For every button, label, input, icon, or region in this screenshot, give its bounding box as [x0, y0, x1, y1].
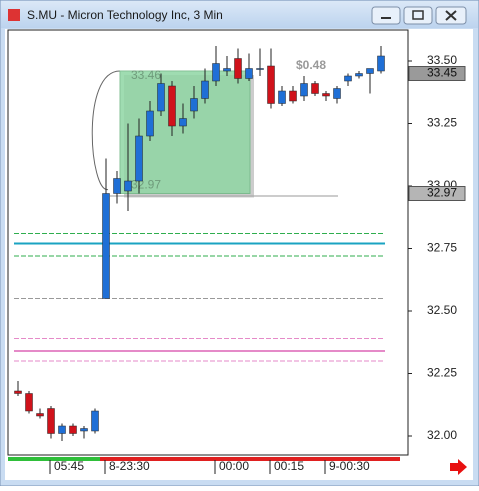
close-icon — [445, 10, 457, 21]
candle-body — [179, 118, 187, 127]
app-icon — [8, 9, 20, 21]
plot-content: 32.0032.2532.5032.7533.0033.2533.5033.46… — [14, 46, 466, 474]
candle-body — [47, 408, 55, 434]
session-bar-green — [8, 457, 100, 461]
window-buttons — [371, 6, 467, 25]
candle-body — [135, 135, 143, 182]
candle-body — [58, 425, 66, 434]
price-marker-label: 33.45 — [427, 66, 457, 80]
session-bar-red — [100, 457, 400, 461]
y-tick-label: 32.50 — [427, 303, 457, 317]
y-tick-label: 32.00 — [427, 428, 457, 442]
x-tick-label: 00:15 — [274, 459, 304, 473]
x-tick-label: 00:00 — [219, 459, 249, 473]
maximize-icon — [412, 10, 424, 20]
candle-body — [190, 98, 198, 112]
candle-body — [377, 55, 385, 72]
candle-body — [212, 63, 220, 82]
price-marker-box — [408, 186, 466, 201]
range-change-label: $0.48 — [296, 58, 326, 72]
candle-body — [234, 58, 242, 79]
y-tick-label: 33.50 — [427, 53, 457, 67]
candle-body — [344, 75, 352, 82]
candle-body — [333, 88, 341, 99]
candle-body — [80, 428, 88, 432]
range-curve — [91, 70, 121, 191]
minimize-button[interactable] — [371, 6, 401, 25]
candle-body — [36, 413, 44, 417]
range-high-label: 33.46 — [131, 68, 161, 82]
window-title: S.MU - Micron Technology Inc, 3 Min — [27, 8, 223, 22]
candle-body — [157, 83, 165, 112]
candle-body — [14, 390, 22, 394]
candle-body — [113, 178, 121, 194]
candle-body — [223, 68, 231, 72]
price-marker-label: 32.97 — [427, 186, 457, 200]
candle-body — [124, 180, 132, 192]
candle-body — [355, 73, 363, 77]
candle-body — [201, 80, 209, 99]
candle-body — [245, 68, 253, 79]
candle-body — [256, 68, 264, 70]
x-tick-label: 8-23:30 — [109, 459, 150, 473]
candle-body — [102, 193, 110, 299]
x-tick-label: 9-00:30 — [329, 459, 370, 473]
y-tick-label: 32.75 — [427, 241, 457, 255]
candle-body — [289, 90, 297, 102]
candle-body — [168, 85, 176, 127]
candle-body — [25, 393, 33, 412]
candle-body — [300, 83, 308, 97]
candle-body — [91, 410, 99, 432]
candle-body — [366, 68, 374, 74]
y-tick-label: 32.25 — [427, 366, 457, 380]
y-tick-label: 33.25 — [427, 116, 457, 130]
candle-body — [146, 110, 154, 137]
candle-body — [322, 93, 330, 97]
candle-body — [69, 425, 77, 434]
x-tick-label: 05:45 — [54, 459, 84, 473]
scroll-arrow[interactable] — [450, 459, 467, 475]
candle-body — [278, 90, 286, 104]
maximize-button[interactable] — [403, 6, 433, 25]
candle-body — [311, 83, 319, 94]
candle-body — [267, 65, 275, 104]
price-marker-box — [408, 66, 466, 81]
